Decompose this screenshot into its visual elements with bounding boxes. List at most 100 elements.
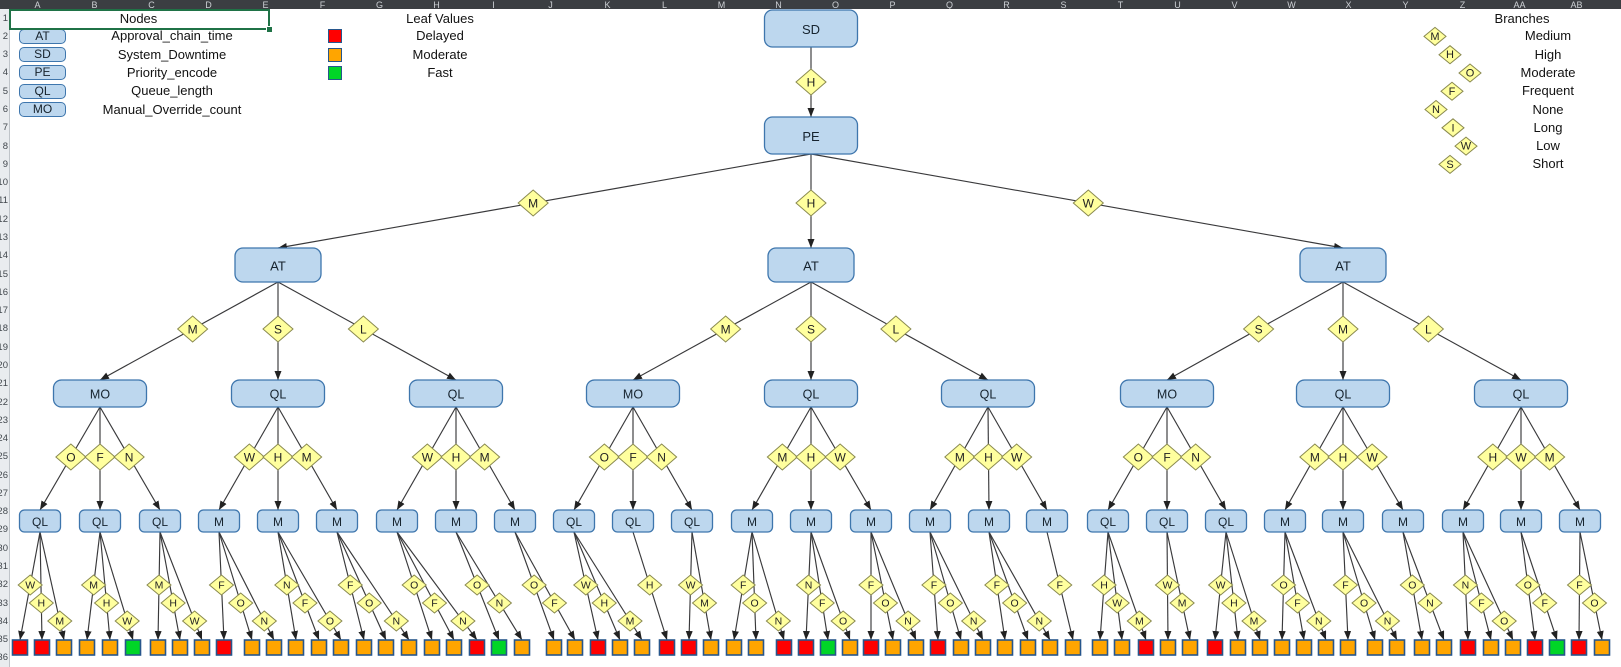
- column-header-J[interactable]: J: [548, 0, 553, 9]
- leaf-square-moderate[interactable]: [55, 639, 73, 656]
- tree-node-box-QL[interactable]: [1295, 379, 1391, 408]
- branch-diamond[interactable]: [93, 592, 120, 614]
- row-header-7[interactable]: 7: [2, 122, 8, 134]
- tree-node-box-MO[interactable]: [1119, 379, 1215, 408]
- leaf-square-delayed[interactable]: [862, 639, 880, 656]
- tree-node-box-M[interactable]: [1321, 509, 1365, 533]
- column-header-U[interactable]: U: [1174, 0, 1181, 9]
- row-header-30[interactable]: 30: [0, 542, 8, 554]
- branch-diamond[interactable]: [1270, 574, 1297, 596]
- branch-legend-diamond-N[interactable]: [1424, 99, 1448, 120]
- tree-node-box-QL[interactable]: [1145, 509, 1189, 533]
- row-header-1[interactable]: 1: [2, 12, 8, 24]
- column-header-T[interactable]: T: [1117, 0, 1124, 9]
- branch-diamond[interactable]: [317, 610, 343, 632]
- branch-diamond[interactable]: [872, 592, 899, 614]
- leaf-square-delayed[interactable]: [680, 639, 698, 656]
- row-header-13[interactable]: 13: [0, 231, 8, 243]
- tree-node-box-M[interactable]: [1263, 509, 1307, 533]
- leaf-square-moderate[interactable]: [78, 639, 96, 656]
- leaf-square-moderate[interactable]: [1295, 639, 1313, 656]
- tree-node-box-QL[interactable]: [1473, 379, 1569, 408]
- leaf-square-moderate[interactable]: [149, 639, 167, 656]
- row-header-6[interactable]: 6: [2, 104, 8, 116]
- branch-legend-diamond-I[interactable]: [1441, 118, 1465, 138]
- row-header-24[interactable]: 24: [0, 433, 8, 445]
- branch-diamond[interactable]: [1284, 592, 1311, 614]
- tree-node-box-M[interactable]: [1025, 509, 1069, 533]
- leaf-square-moderate[interactable]: [400, 639, 418, 656]
- tree-node-box-M[interactable]: [493, 509, 537, 533]
- tree-node-box-MO[interactable]: [52, 379, 148, 408]
- branch-diamond[interactable]: [1356, 443, 1388, 471]
- leaf-square-delayed[interactable]: [215, 639, 233, 656]
- branch-diamond[interactable]: [146, 574, 172, 596]
- branch-legend-diamond-O[interactable]: [1458, 63, 1482, 83]
- branch-diamond[interactable]: [114, 610, 140, 632]
- branch-diamond[interactable]: [1412, 315, 1445, 343]
- branch-diamond[interactable]: [176, 315, 209, 343]
- row-header-25[interactable]: 25: [0, 451, 8, 463]
- leaf-square-moderate[interactable]: [1019, 639, 1037, 656]
- column-header-D[interactable]: D: [205, 0, 212, 9]
- column-header-A[interactable]: A: [34, 0, 41, 9]
- row-header-23[interactable]: 23: [0, 414, 8, 426]
- branch-diamond[interactable]: [160, 592, 186, 614]
- branch-diamond[interactable]: [636, 574, 663, 596]
- leaf-square-moderate[interactable]: [1113, 639, 1131, 656]
- leaf-square-moderate[interactable]: [171, 639, 189, 656]
- leaf-square-moderate[interactable]: [633, 639, 651, 656]
- branch-diamond[interactable]: [824, 443, 856, 471]
- tree-node-box-AT[interactable]: [767, 247, 855, 283]
- leaf-square-delayed[interactable]: [468, 639, 486, 656]
- leaf-square-delayed[interactable]: [929, 639, 947, 656]
- branch-diamond[interactable]: [1452, 574, 1479, 596]
- branch-diamond[interactable]: [337, 574, 364, 596]
- tree-node-box-QL[interactable]: [670, 509, 714, 533]
- leaf-square-delayed[interactable]: [1570, 639, 1588, 656]
- column-header-N[interactable]: N: [775, 0, 782, 9]
- leaf-square-moderate[interactable]: [423, 639, 441, 656]
- tree-node-box-SD[interactable]: [763, 9, 859, 48]
- leaf-square-moderate[interactable]: [996, 639, 1014, 656]
- row-header-22[interactable]: 22: [0, 396, 8, 408]
- leaf-square-moderate[interactable]: [952, 639, 970, 656]
- leaf-square-moderate[interactable]: [1273, 639, 1291, 656]
- branch-diamond[interactable]: [1242, 315, 1275, 343]
- leaf-square-delayed[interactable]: [658, 639, 676, 656]
- row-header-18[interactable]: 18: [0, 323, 8, 335]
- branch-diamond[interactable]: [262, 315, 294, 343]
- leaf-square-moderate[interactable]: [287, 639, 305, 656]
- tree-node-box-M[interactable]: [789, 509, 833, 533]
- branch-diamond[interactable]: [113, 443, 145, 471]
- branch-diamond[interactable]: [1001, 592, 1028, 614]
- branch-diamond[interactable]: [274, 574, 300, 596]
- tree-node-box-QL[interactable]: [940, 379, 1036, 408]
- leaf-square-moderate[interactable]: [1317, 639, 1335, 656]
- column-header-C[interactable]: C: [148, 0, 155, 9]
- leaf-square-moderate[interactable]: [611, 639, 629, 656]
- column-header-K[interactable]: K: [604, 0, 611, 9]
- tree-node-box-QL[interactable]: [763, 379, 859, 408]
- row-header-19[interactable]: 19: [0, 341, 8, 353]
- branch-diamond[interactable]: [1104, 592, 1130, 614]
- branch-diamond[interactable]: [795, 68, 827, 96]
- tree-node-box-M[interactable]: [315, 509, 359, 533]
- branch-diamond[interactable]: [984, 574, 1010, 596]
- branch-diamond[interactable]: [937, 592, 964, 614]
- row-header-15[interactable]: 15: [0, 268, 8, 280]
- leaf-square-moderate[interactable]: [1366, 639, 1384, 656]
- row-header-3[interactable]: 3: [2, 49, 8, 61]
- leaf-square-moderate[interactable]: [1041, 639, 1059, 656]
- branch-diamond[interactable]: [1491, 610, 1517, 632]
- branch-diamond[interactable]: [1000, 443, 1033, 471]
- column-header-B[interactable]: B: [91, 0, 98, 9]
- branch-diamond[interactable]: [765, 610, 792, 632]
- row-header-29[interactable]: 29: [0, 524, 8, 536]
- branch-diamond[interactable]: [1417, 592, 1443, 614]
- row-header-11[interactable]: 11: [0, 195, 8, 207]
- column-header-F[interactable]: F: [319, 0, 326, 9]
- branch-diamond[interactable]: [46, 610, 73, 632]
- tree-node-box-QL[interactable]: [611, 509, 655, 533]
- leaf-legend-swatch-moderate[interactable]: [328, 47, 342, 62]
